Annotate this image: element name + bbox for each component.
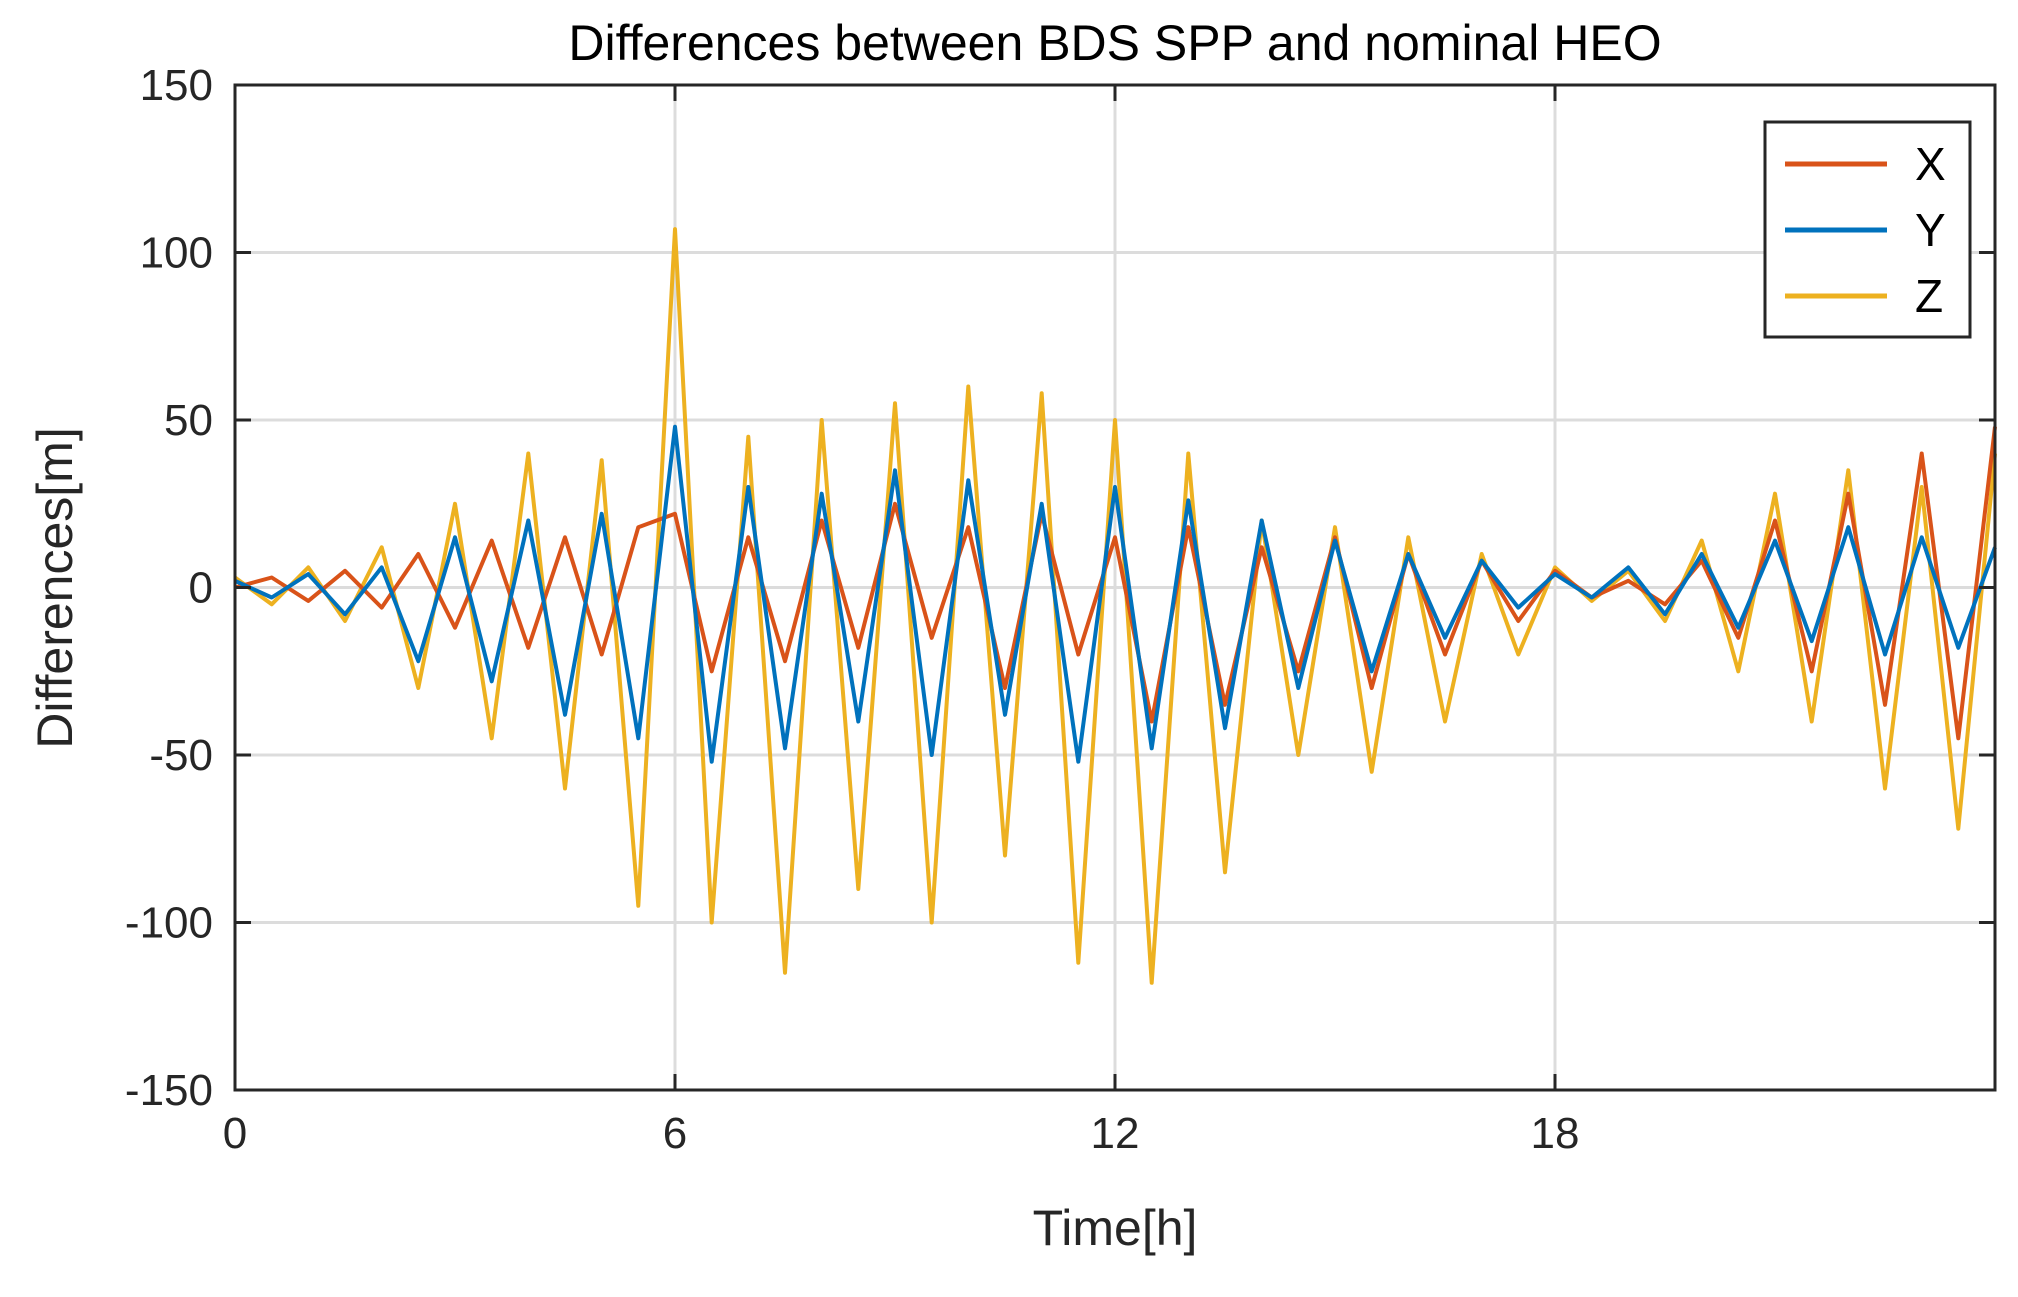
legend-label-x: X (1915, 138, 1946, 190)
series-lines (233, 227, 1997, 985)
y-tick-label: -150 (125, 1066, 213, 1115)
y-tick-label: 0 (189, 564, 213, 613)
tick-labels: 0 6 12 18 150 100 50 0 -50 -100 -150 (125, 61, 1580, 1158)
y-axis-title: Differences[m] (27, 427, 83, 748)
y-tick-label: -50 (149, 731, 213, 780)
legend-label-y: Y (1915, 204, 1946, 256)
y-tick-label: 150 (140, 61, 213, 110)
x-tick-label: 6 (663, 1109, 687, 1158)
x-tick-label: 12 (1091, 1109, 1140, 1158)
legend-label-z: Z (1915, 270, 1943, 322)
x-tick-label: 18 (1531, 1109, 1580, 1158)
tick-marks (233, 83, 1995, 1092)
x-tick-label: 0 (223, 1109, 247, 1158)
chart-title: Differences between BDS SPP and nominal … (568, 15, 1661, 71)
series-line-x (234, 426, 1997, 741)
series-line-y (234, 424, 1997, 764)
legend: XYZ (1763, 120, 1972, 339)
x-axis-title: Time[h] (1033, 1200, 1198, 1256)
y-tick-label: 50 (164, 396, 213, 445)
y-tick-label: 100 (140, 229, 213, 278)
series-line-z (233, 227, 1997, 985)
y-tick-label: -100 (125, 899, 213, 948)
